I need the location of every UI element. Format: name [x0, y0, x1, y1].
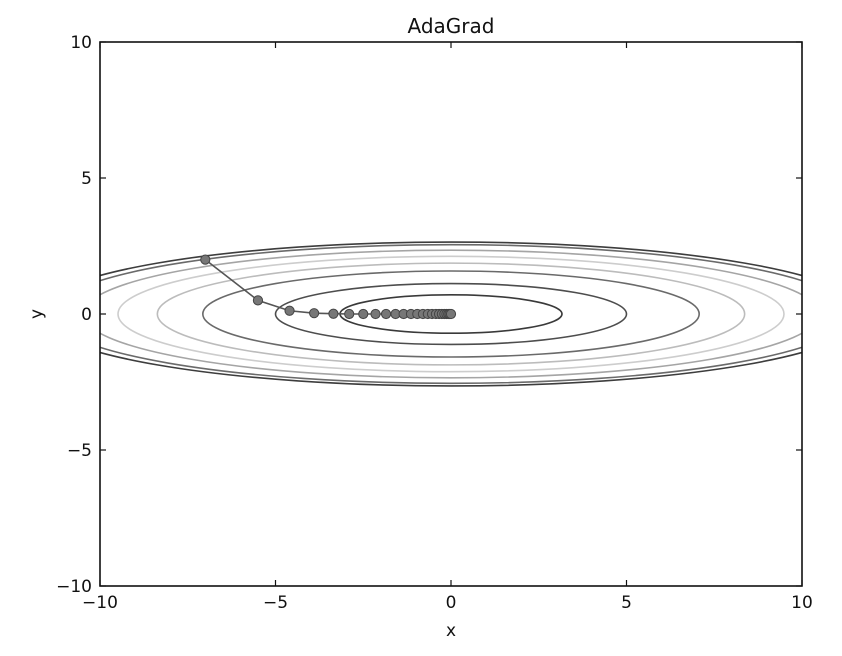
contour-line-3 — [156, 262, 746, 366]
path-point-23 — [445, 308, 457, 320]
x-tick-label-3: 5 — [621, 593, 632, 613]
contour-lines — [100, 241, 802, 387]
x-tick-label-1: −5 — [263, 593, 288, 613]
y-tick-label-3: 5 — [81, 169, 92, 189]
path-point-2 — [284, 305, 295, 316]
y-tick-label-4: 10 — [70, 33, 92, 53]
chart-title: AdaGrad — [408, 14, 495, 38]
path-point-6 — [358, 308, 369, 320]
path-point-3 — [309, 308, 320, 319]
contour-line-2 — [202, 270, 700, 358]
contour-line-7 — [100, 241, 802, 387]
path-point-4 — [328, 308, 339, 319]
y-axis-label: y — [27, 309, 47, 319]
x-axis-label: x — [446, 621, 456, 641]
y-axis-ticks: −10 −5 0 5 10 — [56, 33, 802, 597]
contour-line-1 — [274, 282, 628, 346]
contour-line-4 — [117, 255, 785, 373]
path-point-8 — [380, 308, 392, 320]
path-point-0 — [200, 254, 211, 265]
x-axis-ticks: −10 −5 0 5 10 — [82, 42, 813, 613]
optimization-path — [200, 254, 457, 320]
path-point-5 — [344, 308, 355, 320]
x-tick-label-4: 10 — [791, 593, 813, 613]
path-point-1 — [252, 295, 264, 306]
contour-line-5 — [100, 249, 802, 379]
x-tick-label-0: −10 — [82, 593, 118, 613]
y-tick-label-0: −10 — [56, 577, 92, 597]
x-tick-label-2: 0 — [446, 593, 457, 613]
contour-line-6 — [100, 243, 802, 385]
y-tick-label-1: −5 — [67, 441, 92, 461]
path-point-7 — [370, 308, 381, 320]
y-tick-label-2: 0 — [81, 305, 92, 325]
